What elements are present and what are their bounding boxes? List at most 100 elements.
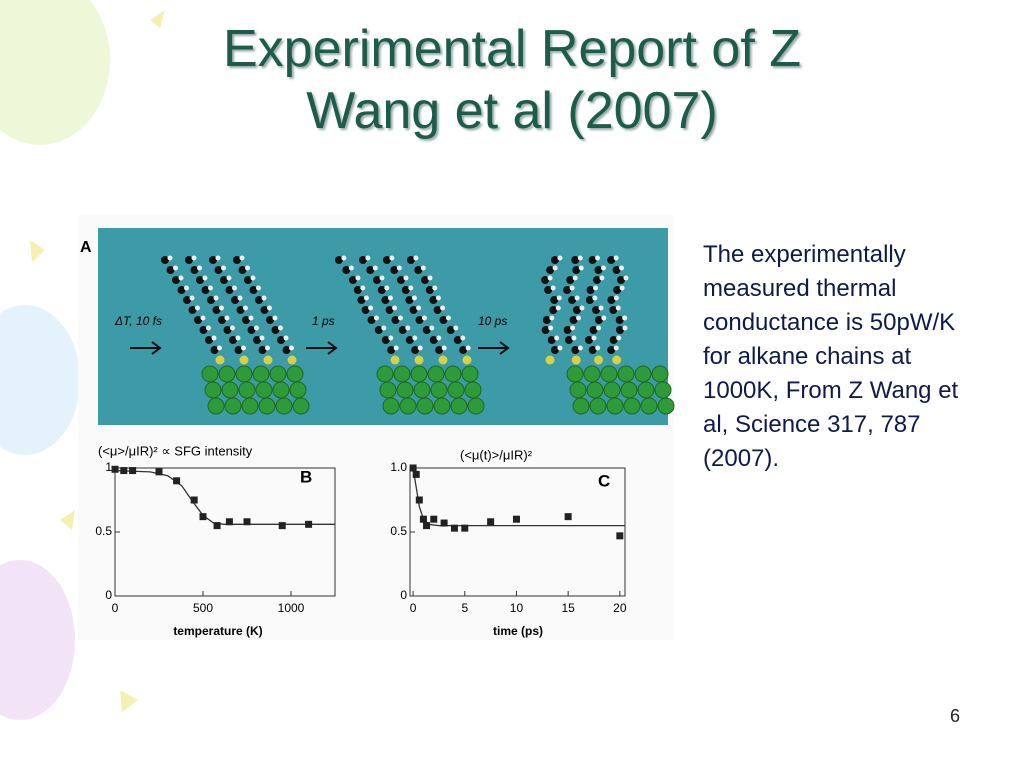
- atom: [211, 335, 217, 341]
- x-tick-label: 0: [112, 601, 119, 615]
- x-tick-label: 15: [561, 601, 575, 615]
- atom: [570, 325, 576, 331]
- step-label: 10 ps: [478, 314, 507, 328]
- atom: [218, 365, 236, 383]
- atom: [572, 266, 581, 274]
- x-tick-label: 5: [461, 601, 468, 615]
- atom: [399, 397, 417, 415]
- atom: [651, 365, 669, 383]
- atom: [277, 336, 285, 344]
- atom: [415, 316, 424, 324]
- atom: [223, 326, 232, 334]
- atom: [258, 346, 267, 354]
- atom: [550, 256, 559, 264]
- atom: [541, 326, 550, 334]
- atom: [427, 275, 433, 281]
- atom: [214, 266, 223, 274]
- atom: [445, 315, 451, 321]
- x-tick-label: 0: [410, 601, 417, 615]
- atom: [438, 355, 448, 365]
- atom: [241, 345, 246, 351]
- atom: [390, 266, 399, 274]
- atom: [249, 286, 258, 294]
- atom: [545, 355, 555, 365]
- atom: [465, 345, 471, 351]
- atom: [599, 275, 605, 281]
- x-axis-label: time (ps): [493, 624, 543, 638]
- y-axis-label: (<μ(t)>/μIR)²: [460, 447, 533, 462]
- atom: [221, 381, 239, 399]
- atom: [595, 255, 601, 261]
- atom: [566, 276, 575, 284]
- atom: [613, 286, 622, 294]
- atom: [603, 381, 621, 399]
- atom: [234, 346, 243, 354]
- arrow: [130, 341, 510, 355]
- atom: [334, 256, 343, 264]
- atom: [548, 325, 554, 331]
- atom: [289, 381, 307, 399]
- atom: [283, 335, 289, 341]
- data-point: [616, 532, 624, 540]
- atom: [207, 296, 215, 304]
- atom: [201, 365, 219, 383]
- atom: [261, 295, 267, 301]
- atom: [429, 325, 435, 331]
- atom: [391, 316, 400, 324]
- atom: [189, 295, 195, 301]
- atom: [212, 306, 221, 314]
- atom: [640, 397, 658, 415]
- atom: [425, 286, 434, 294]
- atom: [278, 325, 283, 331]
- atom: [209, 256, 217, 264]
- atom: [231, 296, 239, 304]
- atom: [433, 306, 442, 314]
- atom: [622, 325, 628, 331]
- data-point: [409, 464, 417, 472]
- atom: [592, 295, 598, 301]
- atom: [173, 265, 178, 271]
- data-point: [305, 520, 313, 528]
- atom: [215, 355, 225, 365]
- atom: [286, 365, 304, 383]
- atom: [196, 276, 204, 284]
- atom: [429, 296, 438, 304]
- atom: [376, 365, 394, 383]
- atom: [202, 275, 208, 281]
- y-axis-label: (<μ>/μIR)² ∝ SFG intensity: [98, 443, 253, 458]
- atom: [172, 276, 180, 284]
- atom: [574, 295, 580, 301]
- atom: [556, 295, 562, 301]
- atom: [623, 275, 629, 281]
- atom: [201, 286, 210, 294]
- atom: [183, 296, 191, 304]
- data-point: [278, 522, 286, 530]
- data-point: [450, 524, 458, 532]
- atom: [259, 335, 265, 341]
- atom: [204, 381, 222, 399]
- atom: [596, 325, 602, 331]
- atom: [239, 355, 249, 365]
- atom: [215, 255, 221, 261]
- atom: [185, 256, 193, 264]
- atom: [381, 336, 390, 344]
- atom: [414, 266, 423, 274]
- atom: [409, 306, 418, 314]
- x-tick-label: 20: [613, 601, 627, 615]
- atom: [435, 346, 444, 354]
- atom: [589, 397, 607, 415]
- atom: [387, 346, 396, 354]
- atom: [194, 316, 202, 324]
- atom: [166, 266, 175, 274]
- atom: [206, 325, 211, 331]
- atom: [607, 296, 616, 304]
- atom: [464, 381, 482, 399]
- atom: [401, 286, 410, 294]
- atom: [613, 295, 619, 301]
- atom: [372, 276, 381, 284]
- atom: [592, 306, 601, 314]
- atom: [188, 306, 197, 314]
- atom: [267, 305, 272, 311]
- atom: [450, 397, 468, 415]
